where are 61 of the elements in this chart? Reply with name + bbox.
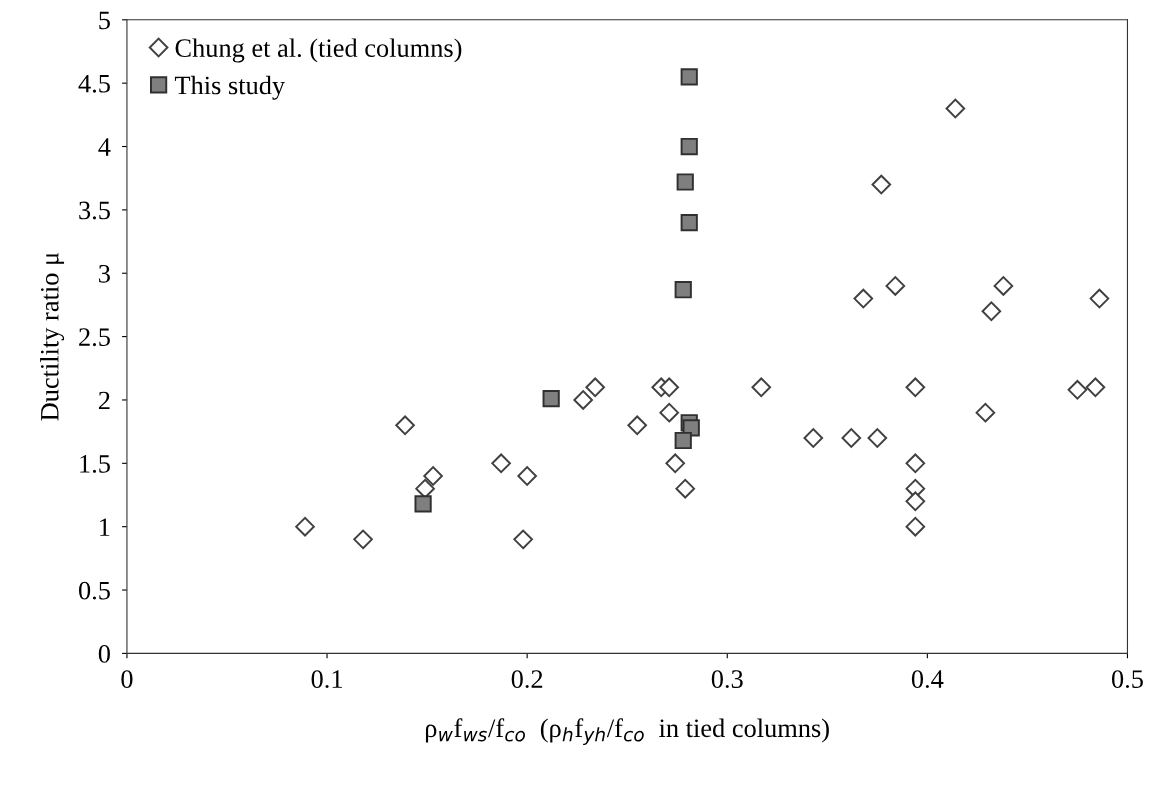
point [1085, 377, 1106, 398]
legend-label: Chung et al. (tied columns) [175, 38, 462, 63]
y-tick-label: 2 [98, 391, 110, 410]
point [513, 529, 533, 550]
point [517, 466, 537, 486]
point [423, 466, 443, 486]
y-tick-label: 0 [98, 645, 110, 663]
point [674, 431, 692, 450]
point [905, 377, 926, 398]
y-tick-label: 2.5 [79, 328, 110, 347]
point [585, 377, 605, 398]
point [680, 137, 698, 156]
point [803, 428, 824, 448]
y-tick-label: 1.5 [80, 455, 110, 473]
point [680, 213, 698, 232]
point [675, 478, 696, 499]
x-tick-label: 0.5 [1111, 670, 1143, 689]
point [659, 377, 680, 398]
point [676, 173, 694, 191]
point [871, 174, 892, 195]
y-tick-label: 3.5 [79, 201, 110, 220]
point [491, 453, 511, 474]
point [905, 453, 926, 474]
point [1089, 288, 1110, 309]
point [680, 68, 698, 86]
point [981, 301, 1002, 322]
point [353, 529, 373, 550]
point [1067, 380, 1088, 400]
y-tick-label: 3 [99, 264, 110, 283]
point [905, 516, 926, 537]
y-axis-title: Ductility ratio μ [40, 252, 65, 421]
point [573, 390, 593, 410]
point [945, 98, 966, 119]
point [993, 276, 1014, 296]
point [885, 276, 906, 296]
point [627, 415, 648, 436]
point [751, 377, 772, 398]
point [674, 281, 692, 299]
point [853, 288, 874, 309]
point [665, 453, 686, 474]
x-tick-label: 0.4 [911, 670, 944, 689]
point [905, 491, 926, 512]
point [867, 428, 888, 448]
y-tick-label: 4.5 [78, 74, 110, 93]
x-tick-label: 0 [121, 670, 133, 688]
y-tick-label: 0.5 [78, 581, 110, 600]
y-tick-label: 1 [100, 518, 110, 536]
text: ρ$_{w}$f$_{ws}$/f$_{co}$ (ρ$_{h}$f$_{yh}$/f$_{co}$ in tied columns) [425, 718, 829, 746]
point [295, 516, 315, 537]
point [542, 390, 560, 408]
point [395, 415, 415, 436]
legend-label: This study [174, 75, 286, 100]
y-tick-label: 5 [99, 11, 110, 30]
point [975, 402, 996, 423]
x-tick-label: 0.1 [311, 670, 342, 689]
point [841, 428, 862, 448]
point [414, 495, 432, 513]
x-tick-label: 0.2 [511, 670, 543, 689]
x-tick-label: 0.3 [711, 670, 743, 689]
point [659, 402, 680, 423]
y-tick-label: 4 [98, 138, 111, 156]
